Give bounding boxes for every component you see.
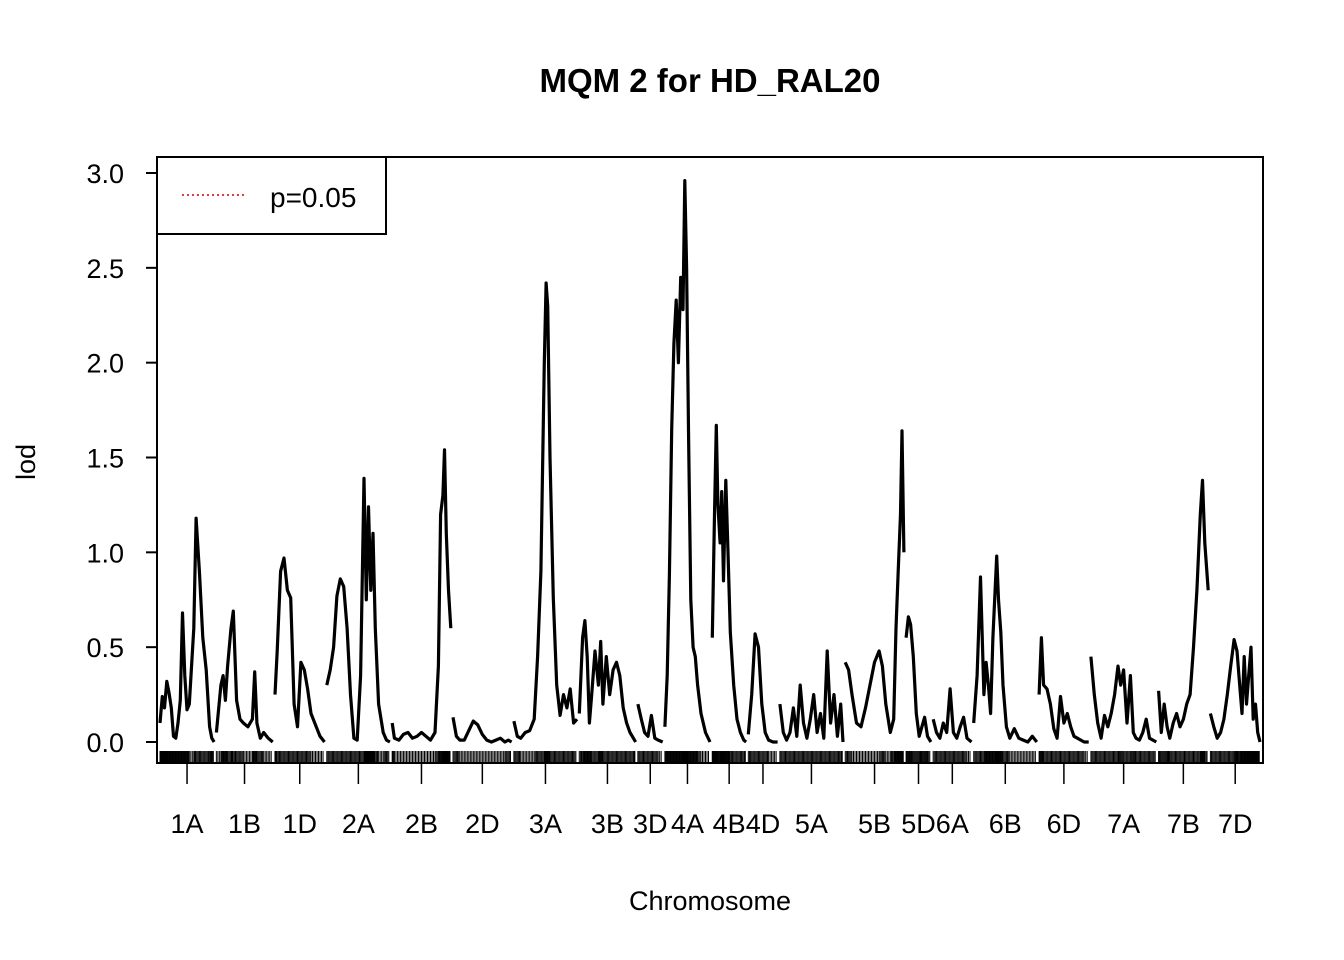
chart-title: MQM 2 for HD_RAL20 [539,62,880,99]
y-tick-label: 3.0 [86,159,124,189]
x-tick-label-1a: 1A [171,809,204,839]
lod-line-5d [904,615,933,743]
x-tick-label-1b: 1B [228,809,261,839]
lod-line-6d [1037,636,1089,744]
x-tick-label-4d: 4D [746,809,781,839]
lod-line-1d [273,556,326,743]
x-axis: 1A 1B 1D 2A 2B 2D 3A 3B 3D 4A 4B 4D 5A 5B 5D 6A 6B 6D 7A 7B… [171,763,1253,839]
x-tick-label-6d: 6D [1047,809,1082,839]
y-tick-label: 0.5 [86,633,124,663]
lod-line-3d [636,703,664,744]
lod-line-3a [512,281,579,740]
x-tick-label-6a: 6A [936,809,969,839]
lod-line-2b [390,448,453,742]
y-tick-label: 0.0 [86,728,124,758]
x-tick-label-7a: 7A [1107,809,1140,839]
x-tick-label-4a: 4A [671,809,704,839]
x-tick-label-2a: 2A [342,809,375,839]
y-axis: 0.0 0.5 1.0 1.5 2.0 2.5 3.0 [86,159,157,758]
plot-frame [156,156,1264,764]
legend: p=0.05 [156,156,387,235]
x-tick-label-4b: 4B [713,809,746,839]
lod-line-2a [325,476,391,744]
lod-line-7a [1089,656,1158,744]
y-tick-label: 2.5 [86,254,124,284]
lod-line-6b [972,554,1039,744]
x-tick-label-3a: 3A [529,809,562,839]
marker-rug [159,751,1260,763]
lod-line-1b [214,609,274,744]
lod-line-2d [451,717,513,744]
lod-line-5b [843,429,906,735]
x-tick-label-2d: 2D [465,809,500,839]
lod-line-5a [778,649,845,743]
x-tick-label-7b: 7B [1167,809,1200,839]
lod-line-4d [746,632,778,744]
lod-line-1a [158,516,216,743]
x-tick-label-7d: 7D [1218,809,1253,839]
lod-line-7b [1157,478,1210,740]
legend-box [156,156,387,235]
x-tick-label-3b: 3B [591,809,624,839]
lod-curve [158,179,1262,744]
y-tick-label: 1.5 [86,444,124,474]
lod-line-4b [710,423,748,744]
y-tick-label: 2.0 [86,349,124,379]
x-tick-label-1d: 1D [282,809,317,839]
x-tick-label-5a: 5A [795,809,828,839]
x-axis-label: Chromosome [629,886,791,916]
x-tick-label-3d: 3D [633,809,668,839]
y-tick-label: 1.0 [86,538,124,568]
x-tick-label-2b: 2B [405,809,438,839]
y-axis-label: lod [11,444,41,480]
x-tick-label-5b: 5B [858,809,891,839]
lod-line-4a [663,179,712,743]
lod-line-7d [1208,637,1262,743]
lod-line-6a [931,687,973,744]
x-tick-label-5d: 5D [901,809,936,839]
lod-line-3b [577,618,637,743]
legend-label-threshold: p=0.05 [270,182,356,213]
x-tick-label-6b: 6B [989,809,1022,839]
